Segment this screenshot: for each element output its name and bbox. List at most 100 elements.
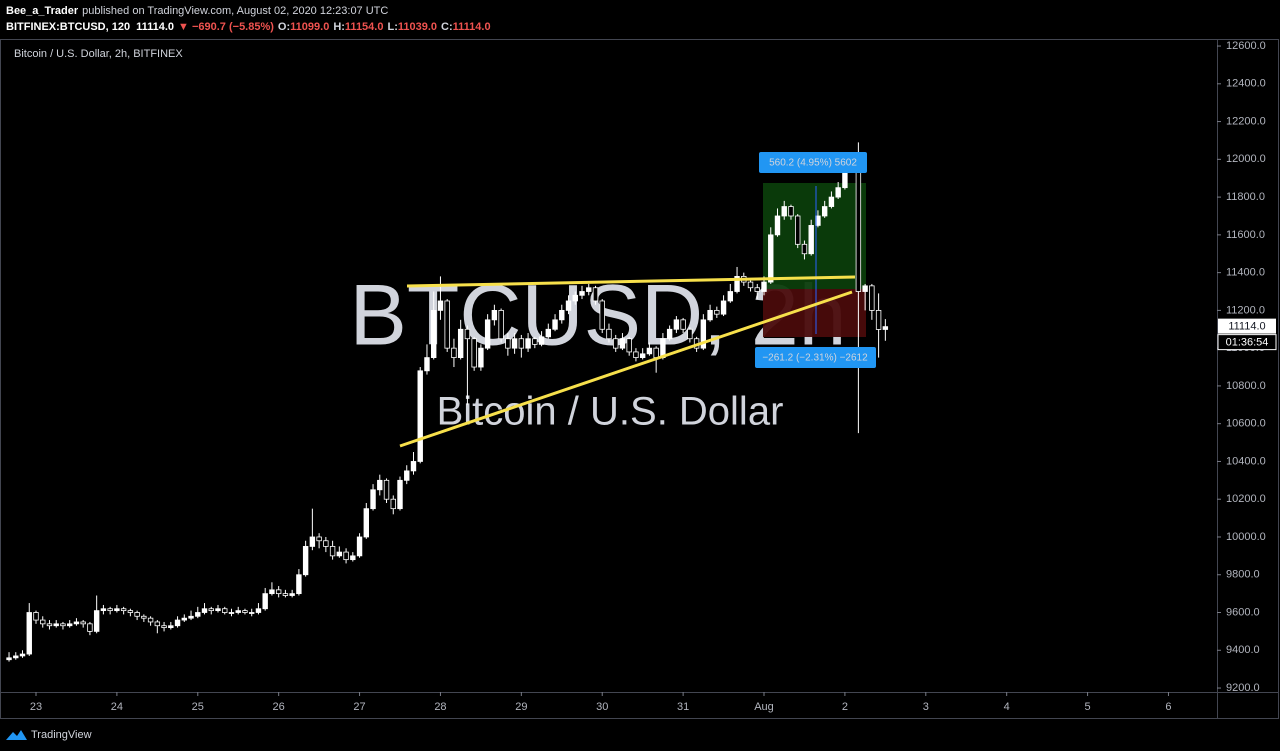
candle-body	[154, 621, 161, 627]
candle-body	[107, 608, 113, 612]
candle-body	[727, 291, 734, 302]
candle-body	[511, 338, 518, 349]
x-tick-label: 27	[353, 701, 365, 713]
candle-body	[747, 281, 754, 289]
target-label-box	[759, 152, 867, 173]
last-price-label: 11114.0	[1228, 321, 1265, 333]
ohlc-h-label: H:	[333, 21, 345, 33]
candle-body	[282, 593, 289, 596]
countdown-label: 01:36:54	[1226, 337, 1269, 349]
candle-body	[309, 536, 316, 547]
candle-body	[80, 621, 86, 625]
candle-body	[869, 285, 875, 311]
brand: TradingView	[31, 729, 92, 741]
y-tick-label: 12000.0	[1226, 153, 1266, 165]
x-tick-label: 5	[1085, 701, 1091, 713]
candle-body	[673, 319, 680, 330]
x-tick-label: 29	[515, 701, 527, 713]
candle-body	[377, 479, 383, 491]
candle-body	[619, 338, 626, 349]
y-tick-label: 10000.0	[1226, 531, 1266, 543]
y-tick-label: 11400.0	[1226, 267, 1265, 279]
x-tick-label: 23	[30, 701, 42, 713]
candle-body	[316, 536, 322, 542]
candle-body	[666, 328, 673, 340]
ohlc-l-label: L:	[387, 21, 397, 33]
candle-body	[249, 612, 255, 614]
candle-body	[680, 319, 686, 330]
candle-body	[835, 187, 841, 198]
x-tick-label: 30	[596, 701, 608, 713]
x-tick-label: 24	[111, 701, 123, 713]
candle-body	[168, 625, 174, 629]
candle-body	[862, 285, 868, 292]
candle-body	[572, 294, 578, 302]
candle-body	[801, 243, 808, 255]
candle-body	[181, 617, 187, 621]
candle-body	[296, 574, 302, 595]
y-tick-label: 11200.0	[1226, 304, 1265, 316]
candle-body	[639, 353, 646, 358]
candle-body	[875, 309, 882, 330]
candle-body	[242, 610, 248, 613]
candle-body	[437, 300, 444, 311]
resistance-line	[406, 275, 856, 288]
candle-body	[633, 351, 639, 358]
candle-body	[720, 300, 727, 315]
candle-body	[93, 610, 100, 632]
candle-body	[525, 338, 531, 349]
candle-body	[781, 206, 787, 217]
x-tick-label: 2	[842, 701, 848, 713]
candle-body	[222, 608, 228, 613]
candle-body	[855, 162, 862, 292]
candle-body	[451, 347, 457, 358]
y-tick-label: 9800.0	[1226, 569, 1260, 581]
ohlc-o-label: O:	[278, 21, 290, 33]
candle-body	[417, 370, 423, 462]
candle-body	[343, 551, 349, 561]
candle-body	[19, 653, 26, 657]
candle-body	[73, 621, 80, 625]
candle-body	[545, 328, 552, 338]
candle-body	[646, 347, 653, 355]
candle-body	[174, 619, 181, 627]
candle-body	[821, 206, 828, 217]
x-tick-label: 31	[677, 701, 689, 713]
candle-body	[134, 612, 140, 617]
candle-body	[700, 319, 707, 349]
candle-body	[13, 655, 19, 659]
candle-body	[518, 338, 525, 349]
candle-body	[579, 291, 585, 296]
candle-body	[363, 508, 369, 538]
x-tick-label: 3	[923, 701, 929, 713]
candle-body	[120, 608, 127, 612]
candle-body	[336, 551, 343, 557]
chart-title: Bitcoin / U.S. Dollar, 2h, BITFINEX	[14, 48, 183, 60]
candle-body	[592, 287, 599, 302]
ohlc-l: 11039.0	[398, 21, 437, 33]
candle-body	[606, 328, 612, 340]
candle-body	[538, 336, 545, 345]
axes: 9200.0 9400.0 9600.0 9800.0 10000.0 10200.0 10…	[30, 40, 1277, 713]
candle-body	[6, 657, 12, 661]
candle-body	[262, 593, 268, 610]
candle-body	[774, 215, 781, 236]
candle-body	[761, 281, 767, 292]
candle-body	[498, 309, 504, 340]
y-tick-label: 10400.0	[1226, 455, 1266, 467]
candle-body	[613, 338, 619, 349]
candle-body	[323, 540, 329, 547]
published: published on TradingView.com, August 02,…	[82, 5, 388, 17]
candle-body	[478, 347, 484, 368]
candle-body	[828, 196, 835, 207]
candle-body	[484, 319, 491, 349]
last: 11114.0	[136, 21, 174, 33]
candle-body	[788, 206, 794, 217]
y-tick-label: 10800.0	[1226, 380, 1266, 392]
candle-body	[275, 589, 282, 595]
change: ▼ −690.7 (−5.85%)	[178, 21, 274, 33]
candle-body	[687, 328, 693, 340]
candle-body	[707, 309, 713, 321]
candle-body	[626, 338, 632, 353]
